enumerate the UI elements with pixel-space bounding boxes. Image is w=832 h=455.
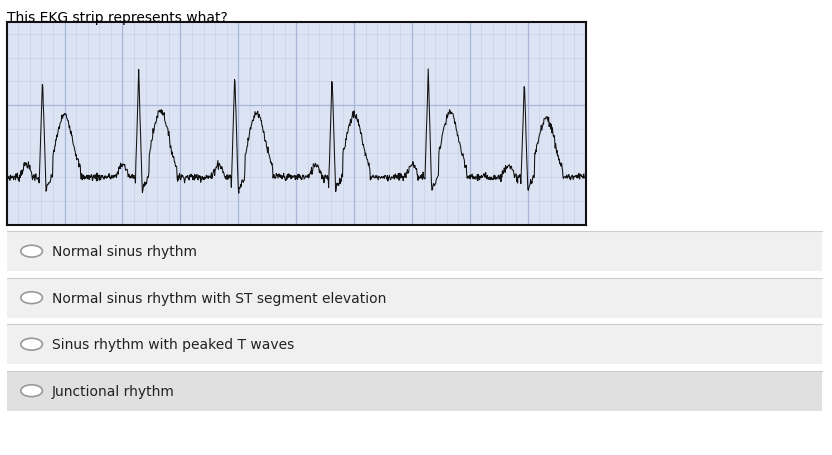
Text: Normal sinus rhythm with ST segment elevation: Normal sinus rhythm with ST segment elev… xyxy=(52,291,386,305)
Text: Sinus rhythm with peaked T waves: Sinus rhythm with peaked T waves xyxy=(52,338,294,351)
Text: Junctional rhythm: Junctional rhythm xyxy=(52,384,175,398)
Text: Normal sinus rhythm: Normal sinus rhythm xyxy=(52,245,196,258)
Text: This EKG strip represents what?: This EKG strip represents what? xyxy=(7,11,227,25)
